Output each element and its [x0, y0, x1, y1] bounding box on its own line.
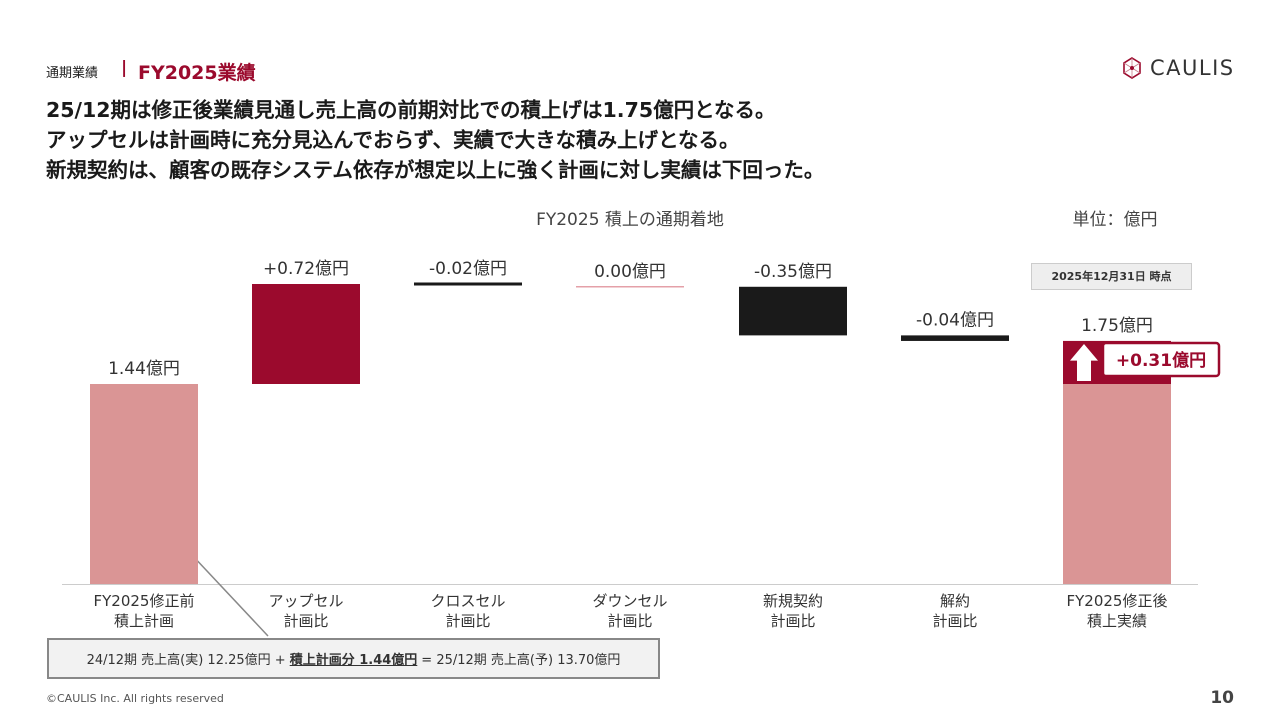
value-label-4: -0.35億円: [754, 262, 832, 282]
category-label-6-0: FY2025修正後: [1067, 592, 1168, 610]
increase-callout-box: [1101, 341, 1221, 378]
headline-line-3: 新規契約は、顧客の既存システム依存が想定以上に強く計画に対し実績は下回った。: [46, 158, 825, 182]
company-logo: CAULIS: [1120, 56, 1235, 80]
bar-4: [739, 286, 847, 336]
caulis-logo-icon: [1123, 57, 1141, 79]
value-label-5: -0.04億円: [916, 310, 994, 330]
category-label-5-0: 解約: [940, 592, 970, 610]
value-label-2: -0.02億円: [429, 259, 507, 279]
category-label-6-1: 積上実績: [1087, 612, 1147, 630]
category-label-3-0: ダウンセル: [592, 592, 667, 610]
copyright: ©CAULIS Inc. All rights reserved: [46, 692, 224, 705]
category-label-4-0: 新規契約: [763, 592, 823, 610]
category-label-3-1: 計画比: [607, 612, 652, 630]
section-separator: |: [121, 58, 128, 78]
bar-0: [90, 384, 198, 584]
note-pre: 24/12期 売上高(実) 12.25億円 +: [86, 653, 286, 668]
section-label: 通期業績: [46, 66, 99, 81]
value-label-3: 0.00億円: [594, 262, 666, 282]
note-highlight: 積上計画分 1.44億円: [289, 653, 418, 668]
category-label-2-0: クロスセル: [430, 592, 505, 610]
unit-label: 単位：億円: [1072, 210, 1158, 230]
note-post: = 25/12期 売上高(予) 13.70億円: [421, 653, 621, 668]
value-label-0: 1.44億円: [108, 359, 180, 379]
logo-text: CAULIS: [1150, 56, 1235, 80]
category-label-0-1: 積上計画: [114, 612, 174, 630]
value-label-1: +0.72億円: [263, 259, 349, 279]
bar-5: [901, 335, 1009, 341]
page-number: 10: [1210, 688, 1234, 708]
category-label-1-0: アップセル: [268, 592, 343, 610]
category-label-4-1: 計画比: [770, 612, 815, 630]
value-label-6: 1.75億円: [1081, 316, 1153, 336]
bar-1: [252, 284, 360, 384]
headline: 25/12期は修正後業績見通し売上高の前期対比での積上げは1.75億円となる。 …: [46, 95, 1226, 185]
headline-line-2: アップセルは計画時に充分見込んでおらず、実績で大きな積み上げとなる。: [46, 128, 740, 152]
as-of-badge: 2025年12月31日 時点: [1031, 263, 1192, 290]
category-label-2-1: 計画比: [445, 612, 490, 630]
chart-title: FY2025 積上の通期着地: [536, 210, 724, 230]
category-label-5-1: 計画比: [932, 612, 977, 630]
headline-line-1: 25/12期は修正後業績見通し売上高の前期対比での積上げは1.75億円となる。: [46, 98, 776, 122]
bar-2: [414, 282, 522, 286]
note-box: 24/12期 売上高(実) 12.25億円 + 積上計画分 1.44億円 = 2…: [47, 638, 660, 679]
category-label-1-1: 計画比: [283, 612, 328, 630]
section-title: FY2025業績: [138, 62, 256, 84]
increase-callout-label: +0.31億円: [1116, 350, 1206, 371]
category-label-0-0: FY2025修正前: [94, 592, 195, 610]
up-arrow-icon: [1070, 343, 1098, 381]
